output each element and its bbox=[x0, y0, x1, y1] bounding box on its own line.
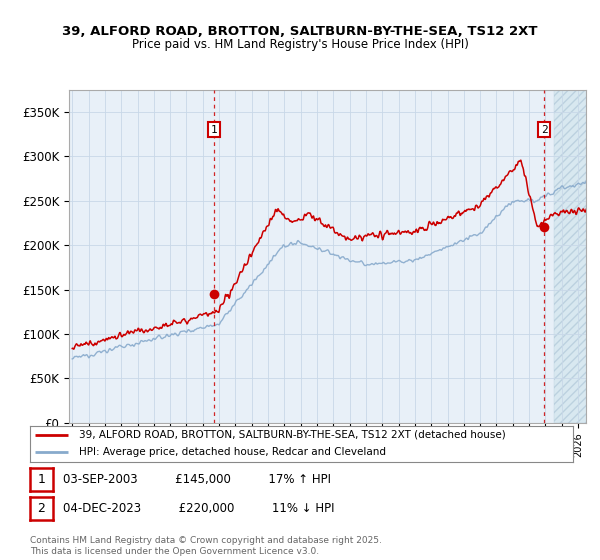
Text: Contains HM Land Registry data © Crown copyright and database right 2025.
This d: Contains HM Land Registry data © Crown c… bbox=[30, 536, 382, 556]
Bar bbox=[554, 90, 595, 423]
Text: 04-DEC-2023          £220,000          11% ↓ HPI: 04-DEC-2023 £220,000 11% ↓ HPI bbox=[63, 502, 335, 515]
Text: 2: 2 bbox=[37, 502, 46, 515]
Text: 1: 1 bbox=[37, 473, 46, 486]
Text: 2: 2 bbox=[541, 124, 547, 134]
Text: 39, ALFORD ROAD, BROTTON, SALTBURN-BY-THE-SEA, TS12 2XT (detached house): 39, ALFORD ROAD, BROTTON, SALTBURN-BY-TH… bbox=[79, 430, 506, 440]
Text: HPI: Average price, detached house, Redcar and Cleveland: HPI: Average price, detached house, Redc… bbox=[79, 447, 386, 457]
Text: 1: 1 bbox=[211, 124, 217, 134]
Text: 39, ALFORD ROAD, BROTTON, SALTBURN-BY-THE-SEA, TS12 2XT: 39, ALFORD ROAD, BROTTON, SALTBURN-BY-TH… bbox=[62, 25, 538, 38]
Text: 03-SEP-2003          £145,000          17% ↑ HPI: 03-SEP-2003 £145,000 17% ↑ HPI bbox=[63, 473, 331, 486]
Text: Price paid vs. HM Land Registry's House Price Index (HPI): Price paid vs. HM Land Registry's House … bbox=[131, 38, 469, 50]
Bar bbox=[554, 90, 595, 423]
